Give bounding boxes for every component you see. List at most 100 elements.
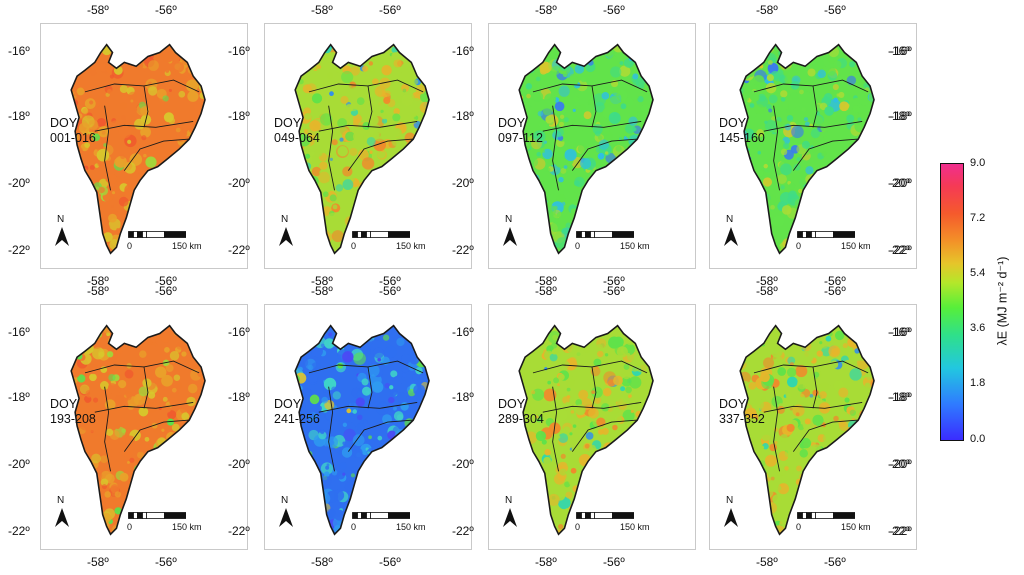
region-outline [518, 43, 654, 255]
subregion-boundary [532, 79, 648, 93]
latitude-label: -18º [890, 390, 912, 404]
latitude-label: -20º [888, 176, 910, 190]
scale-bar-start: 0 [796, 241, 802, 251]
scale-bar-start: 0 [796, 522, 802, 532]
longitude-label: -56º [603, 555, 625, 569]
scale-bar-graphic [128, 231, 186, 238]
subregion-boundary [94, 401, 194, 413]
latitude-label: -16º [890, 325, 912, 339]
subregion-boundary [84, 79, 200, 93]
latitude-label: -20º [8, 457, 30, 471]
latitude-label: -18º [888, 390, 910, 404]
map-panel: DOY 337-352 N 0 150 km [709, 304, 917, 550]
longitude-label: -58º [87, 284, 109, 298]
latitude-label: -16º [888, 44, 910, 58]
subregion-boundary [328, 105, 335, 191]
latitude-label: -22º [888, 524, 910, 538]
north-arrow-icon [724, 508, 738, 527]
subregion-boundary [763, 401, 863, 413]
longitude-label: -56º [603, 274, 625, 288]
north-arrow: N [52, 496, 72, 527]
scale-bar-end: 150 km [396, 241, 426, 251]
latitude-label: -18º [452, 390, 474, 404]
north-label: N [281, 214, 289, 225]
latitude-label: -22º [452, 243, 474, 257]
latitude-label: -16º [890, 44, 912, 58]
scale-bar: 0 150 km [796, 512, 871, 534]
latitude-label: -22º [888, 243, 910, 257]
scale-bar-graphic [797, 231, 855, 238]
latitude-label: -16º [8, 325, 30, 339]
scale-bar-graphic [128, 512, 186, 519]
longitude-label: -58º [535, 274, 557, 288]
north-arrow-icon [503, 508, 517, 527]
pantanal-et-map [739, 43, 875, 255]
latitude-label: -22º [890, 243, 912, 257]
north-arrow: N [276, 214, 296, 246]
longitude-label: -58º [87, 555, 109, 569]
longitude-label: -58º [87, 3, 109, 17]
doy-label-prefix: DOY [274, 397, 302, 411]
latitude-label: -18º [228, 390, 250, 404]
longitude-label: -56º [155, 555, 177, 569]
scale-bar-start: 0 [351, 241, 357, 251]
pantanal-et-map [294, 324, 430, 536]
subregion-boundary [812, 85, 818, 128]
subregion-boundary [347, 138, 414, 171]
north-arrow-icon [55, 227, 69, 246]
scale-bar-end: 150 km [841, 522, 871, 532]
subregion-boundary [591, 366, 597, 409]
north-arrow-icon [55, 508, 69, 527]
longitude-label: -56º [155, 3, 177, 17]
subregion-boundary [328, 386, 335, 472]
doy-label-range: 145-160 [719, 131, 765, 145]
latitude-label: -20º [890, 457, 912, 471]
doy-label-prefix: DOY [498, 116, 526, 130]
subregion-boundary [773, 386, 780, 472]
scale-bar: 0 150 km [127, 512, 202, 534]
latitude-label: -16º [452, 325, 474, 339]
longitude-label: -56º [379, 3, 401, 17]
subregion-boundary [123, 419, 190, 452]
north-label: N [505, 214, 513, 225]
doy-label: DOY 145-160 [719, 116, 765, 146]
doy-label-range: 193-208 [50, 412, 96, 426]
north-arrow-icon [724, 227, 738, 246]
north-arrow: N [52, 215, 72, 246]
subregion-boundary [792, 419, 859, 452]
north-label: N [505, 495, 513, 506]
subregion-boundary [308, 360, 424, 374]
subregion-boundary [143, 85, 149, 128]
doy-label: DOY 049-064 [274, 116, 320, 146]
latitude-label: -18º [8, 109, 30, 123]
scale-bar-start: 0 [575, 522, 581, 532]
colorbar-title: λE (MJ m⁻² d⁻¹) [995, 256, 1010, 346]
longitude-label: -58º [756, 555, 778, 569]
map-panel: DOY 049-064 N 0 150 km [264, 23, 472, 269]
north-arrow-icon [279, 508, 293, 527]
doy-label: DOY 001-016 [50, 116, 96, 146]
doy-label-prefix: DOY [274, 116, 302, 130]
subregion-boundary [104, 105, 111, 191]
scale-bar-end: 150 km [396, 522, 426, 532]
map-panel: DOY 289-304 N 0 150 km [488, 304, 696, 550]
scale-bar-start: 0 [127, 522, 133, 532]
subregion-boundary [542, 401, 642, 413]
longitude-label: -56º [824, 555, 846, 569]
doy-label-prefix: DOY [719, 116, 747, 130]
scale-bar-start: 0 [575, 241, 581, 251]
subregion-boundary [552, 105, 559, 191]
longitude-label: -58º [756, 3, 778, 17]
colorbar-tick: 5.4 [970, 267, 986, 279]
subregion-boundary [347, 419, 414, 452]
longitude-label: -58º [535, 555, 557, 569]
doy-label-range: 097-112 [498, 131, 543, 145]
longitude-label: -56º [155, 284, 177, 298]
scale-bar-end: 150 km [620, 241, 650, 251]
scale-bar-graphic [352, 231, 410, 238]
latitude-label: -20º [228, 176, 250, 190]
north-arrow: N [276, 496, 296, 527]
map-panel: DOY 241-256 N 0 150 km [264, 304, 472, 550]
colorbar-tick: 9.0 [970, 157, 986, 169]
latitude-label: -16º [228, 44, 250, 58]
